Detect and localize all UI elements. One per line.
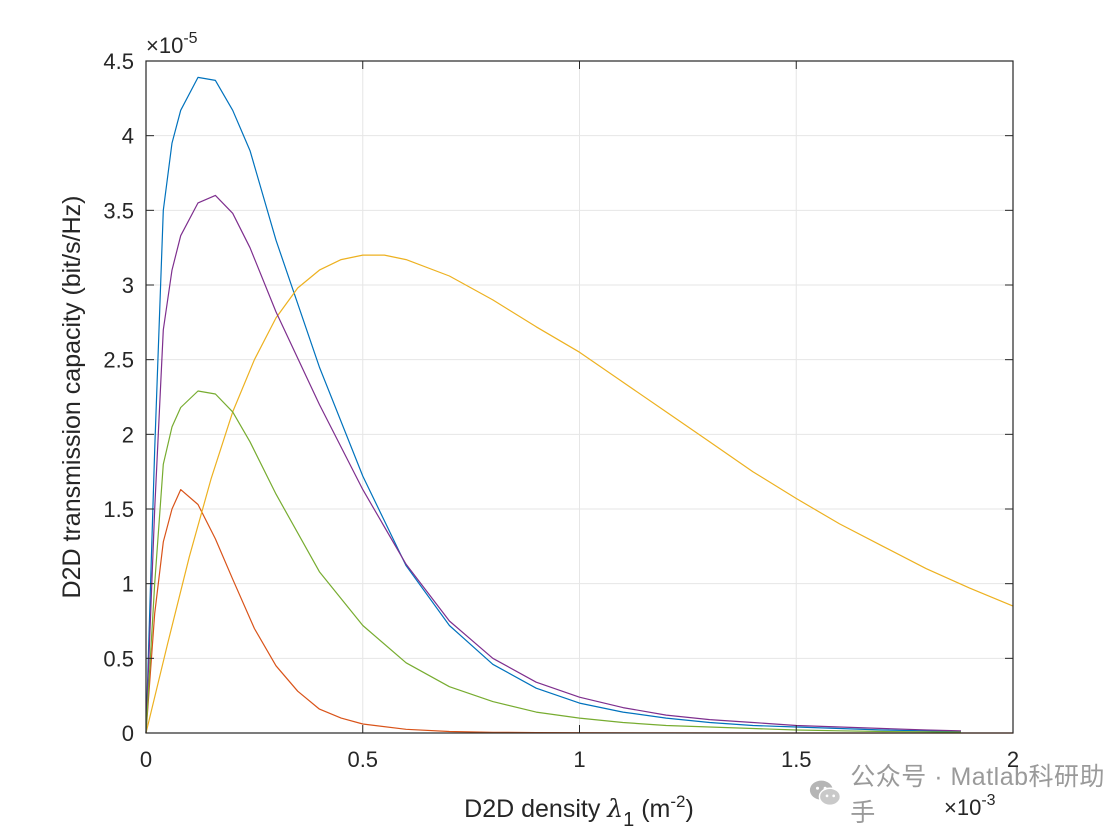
series-line-green bbox=[145, 390, 962, 734]
y-tick-label: 0 bbox=[122, 721, 134, 746]
y-axis-label: D2D transmission capacity (bit/s/Hz) bbox=[58, 196, 86, 599]
series-line-purple bbox=[145, 194, 962, 734]
ticks: 0 0.5 1 1.5 2 0 0.5 1 1.5 2 2.5 3 3.5 4 4.5 bbox=[103, 49, 1019, 772]
y-tick-label: 3.5 bbox=[103, 198, 134, 223]
x-tick-label: 0 bbox=[140, 747, 152, 772]
y-tick-label: 2.5 bbox=[103, 348, 134, 373]
y-tick-label: 1 bbox=[122, 572, 134, 597]
x-tick-label: 0.5 bbox=[347, 747, 378, 772]
x-tick-label: 1.5 bbox=[781, 747, 812, 772]
y-scale-factor: ×10-5 bbox=[146, 30, 198, 58]
y-tick-label: 0.5 bbox=[103, 646, 134, 671]
y-tick-label: 2 bbox=[122, 422, 134, 447]
x-tick-label: 1 bbox=[573, 747, 585, 772]
y-tick-label: 3 bbox=[122, 273, 134, 298]
x-tick-label: 2 bbox=[1007, 747, 1019, 772]
x-scale-factor: ×10-3 bbox=[944, 792, 996, 820]
watermark-text: 公众号 · Matlab科研助手 bbox=[850, 763, 1106, 827]
y-tick-label: 4.5 bbox=[103, 49, 134, 74]
x-axis-label: D2D density λ1 (m-2) bbox=[464, 792, 694, 831]
y-tick-label: 4 bbox=[122, 124, 134, 149]
series-line-blue bbox=[145, 76, 962, 734]
y-tick-label: 1.5 bbox=[103, 497, 134, 522]
watermark: 公众号 · Matlab科研助手 bbox=[808, 763, 1117, 827]
series-line-yellow bbox=[145, 254, 1014, 734]
wechat-logo-icon bbox=[809, 780, 842, 807]
